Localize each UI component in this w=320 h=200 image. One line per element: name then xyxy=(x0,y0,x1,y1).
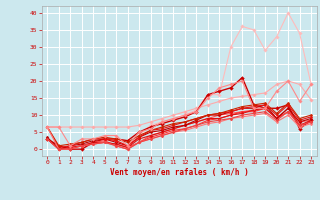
X-axis label: Vent moyen/en rafales ( km/h ): Vent moyen/en rafales ( km/h ) xyxy=(110,168,249,177)
